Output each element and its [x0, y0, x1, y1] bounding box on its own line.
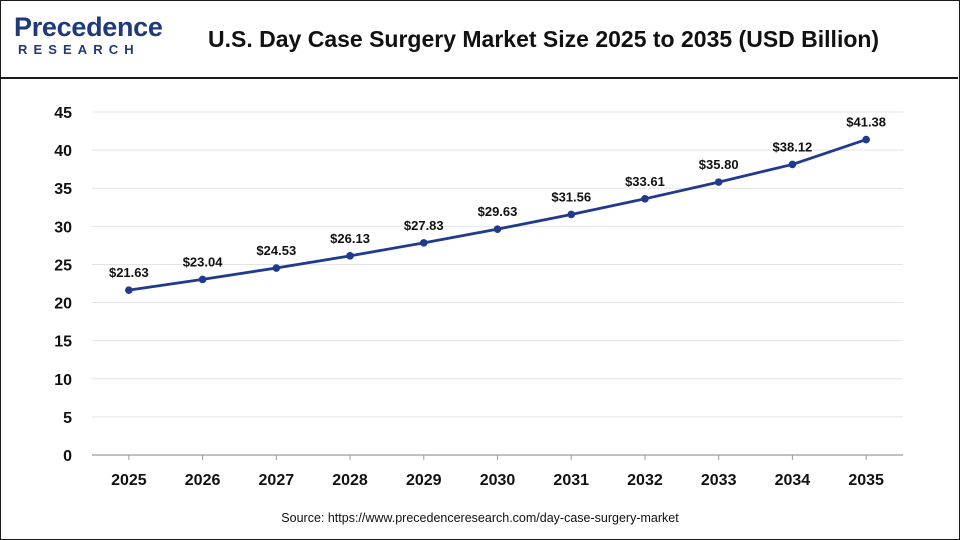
data-point: [419, 239, 428, 247]
x-tick-label: 2028: [332, 472, 368, 489]
data-point: [862, 135, 870, 144]
data-label: $26.13: [330, 231, 370, 246]
data-point: [788, 160, 797, 169]
data-point: [567, 210, 576, 219]
y-tick-label: 45: [54, 105, 72, 122]
x-tick-label: 2025: [111, 472, 147, 489]
x-tick-label: 2029: [406, 472, 442, 489]
y-tick-label: 20: [54, 296, 72, 313]
data-label: $27.83: [404, 218, 444, 233]
data-labels: $21.63 $23.04 $24.53 $26.13 $27.83 $29.63 $31.…: [109, 115, 886, 281]
series-layer: [125, 135, 870, 294]
data-point: [346, 252, 354, 260]
data-point: [641, 195, 649, 203]
y-tick-label: 40: [54, 143, 72, 160]
gridlines: [92, 111, 903, 418]
data-label: $41.38: [846, 115, 886, 130]
data-point: [714, 178, 723, 186]
data-point: [125, 286, 133, 294]
header-divider: [0, 77, 958, 79]
source-note: Source: https://www.precedenceresearch.c…: [281, 511, 679, 525]
x-tick-label: 2034: [775, 472, 811, 489]
data-label: $29.63: [478, 204, 518, 219]
y-tick-label: 30: [54, 219, 72, 236]
y-tick-label: 25: [54, 257, 72, 274]
data-point: [272, 264, 281, 272]
data-point: [493, 225, 502, 233]
y-tick-label: 15: [54, 334, 72, 351]
x-tick-label: 2033: [701, 472, 737, 489]
x-tick-label: 2026: [185, 472, 221, 489]
x-tick-label: 2035: [848, 472, 884, 489]
chart-title: U.S. Day Case Surgery Market Size 2025 t…: [208, 26, 880, 52]
data-label: $24.53: [256, 243, 296, 258]
y-tick-label: 5: [63, 410, 72, 427]
brand-logo: Precedence RESEARCH: [14, 12, 164, 64]
logo-word: Precedence: [14, 12, 163, 42]
y-tick-label: 0: [63, 448, 72, 465]
data-label: $35.80: [699, 157, 739, 172]
y-tick-label: 10: [54, 372, 72, 389]
x-tick-label: 2030: [480, 472, 516, 489]
y-tick-label: 35: [54, 181, 72, 198]
data-point: [198, 275, 207, 284]
data-label: $23.04: [183, 254, 224, 269]
header: Precedence RESEARCH U.S. Day Case Surger…: [0, 0, 958, 77]
x-tick-label: 2027: [259, 472, 295, 489]
data-label: $31.56: [551, 189, 591, 204]
data-label: $21.63: [109, 265, 149, 280]
logo-sub: RESEARCH: [18, 42, 140, 57]
x-tick-label: 2031: [553, 472, 589, 489]
data-label: $38.12: [773, 139, 813, 154]
x-tick-label: 2032: [627, 472, 663, 489]
data-label: $33.61: [625, 174, 665, 189]
